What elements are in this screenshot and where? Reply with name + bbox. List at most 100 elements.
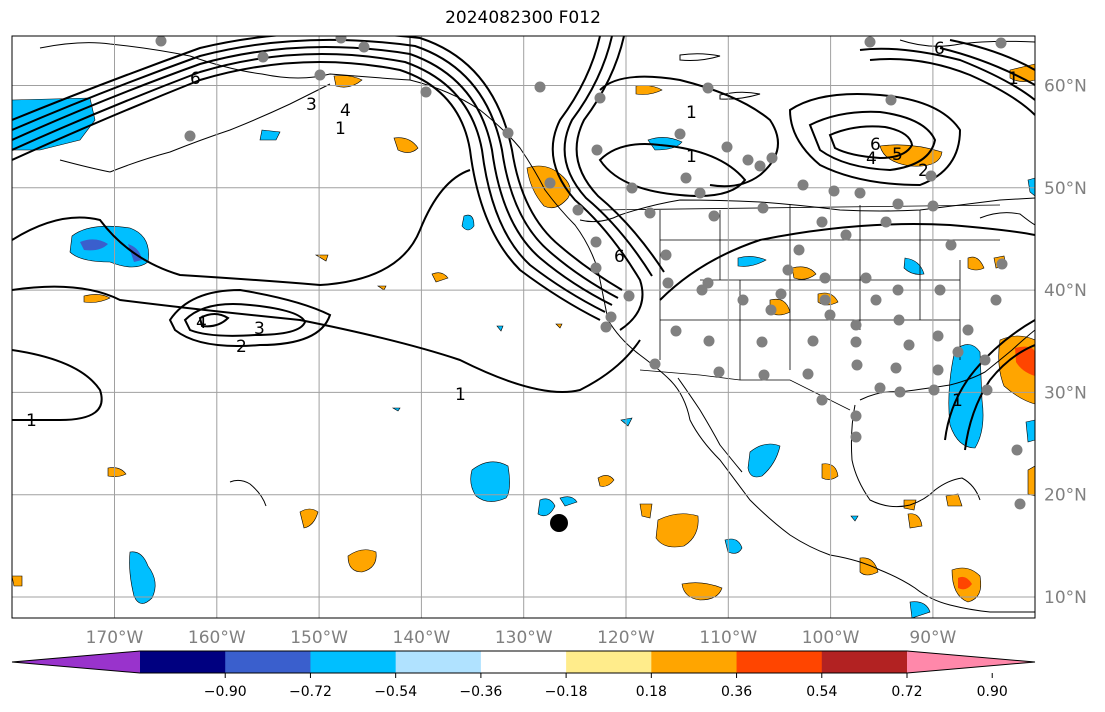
lon-tick-label-1: 160°W [188,628,246,648]
colorbar-extend-max [907,651,1035,673]
svg-text:3: 3 [254,319,265,339]
station-marker [860,272,872,284]
colorbar-tick-label-2: −0.54 [374,684,417,700]
station-marker [155,36,167,47]
station-marker [995,37,1007,49]
station-marker [864,36,876,48]
colorbar-segment-3 [310,651,397,673]
svg-text:1: 1 [455,385,466,405]
station-marker [952,346,964,358]
lon-tick-label-5: 120°W [597,628,655,648]
svg-text:1: 1 [686,103,697,123]
station-marker [932,330,944,342]
colorbar-tick-label-6: 0.36 [721,684,752,700]
station-marker [502,127,514,139]
station-marker [782,264,794,276]
station-marker [358,41,370,53]
station-marker [694,187,706,199]
lon-tick-label-8: 90°W [909,628,956,648]
station-marker [754,160,766,172]
station-marker [713,366,725,378]
station-marker [662,277,674,289]
colorbar-tick-label-0: −0.90 [204,684,247,700]
coastlines [39,36,1035,613]
station-marker [816,394,828,406]
colorbar-segment-1 [140,651,226,673]
station-marker [797,179,809,191]
station-marker [702,277,714,289]
station-marker [892,198,904,210]
station-marker [737,294,749,306]
lat-tick-label-5: 60°N [1044,77,1087,97]
station-marker [874,382,886,394]
svg-text:4: 4 [196,313,207,333]
station-marker [819,294,831,306]
longitude-axis-labels: 170°W 160°W 150°W 140°W 130°W 120°W 110°W 100°W… [86,628,957,648]
station-marker [925,170,937,182]
station-marker [703,335,715,347]
station-marker [605,311,617,323]
colorbar-tick-label-3: −0.36 [459,684,502,700]
svg-text:1: 1 [686,147,697,167]
station-marker [590,236,602,248]
station-marker [708,210,720,222]
colorbar-tick-label-5: 0.18 [636,684,667,700]
svg-text:1: 1 [335,119,346,139]
svg-text:1: 1 [1008,69,1019,89]
station-marker [816,216,828,228]
station-marker [932,364,944,376]
station-marker [1014,498,1026,510]
lat-tick-label-1: 20°N [1044,486,1087,506]
svg-text:1: 1 [26,411,37,431]
station-marker [721,141,733,153]
lat-lon-gridlines [12,36,1035,618]
station-marker [996,258,1008,270]
station-marker [742,154,754,166]
station-marker [870,294,882,306]
station-marker [757,202,769,214]
svg-text:6: 6 [934,39,945,59]
station-marker [420,86,432,98]
svg-text:1: 1 [952,391,963,411]
colorbar-segment-5 [480,651,567,673]
colorbar [11,650,1036,674]
colorbar-segment-4 [395,651,482,673]
station-marker [893,314,905,326]
svg-text:4: 4 [866,149,877,169]
station-marker [644,207,656,219]
station-marker [1011,444,1023,456]
colorbar-extend-min [12,651,140,673]
station-marker [758,369,770,381]
station-marker [756,336,768,348]
station-marker [314,69,326,81]
lat-tick-label-3: 40°N [1044,281,1087,301]
station-marker [680,172,692,184]
height-anomaly-contours [12,36,1035,451]
station-marker [892,284,904,296]
station-marker [979,354,991,366]
colorbar-tick-label-1: −0.72 [289,684,332,700]
station-marker [851,359,863,371]
station-markers [155,36,1026,510]
station-marker [894,386,906,398]
colorbar-outline [11,650,1036,674]
lon-tick-label-6: 110°W [699,628,757,648]
station-marker [702,82,714,94]
station-marker [590,262,602,274]
colorbar-tick-label-7: 0.54 [806,684,837,700]
station-marker [591,144,603,156]
station-marker [880,216,892,228]
colorbar-tick-label-8: 0.72 [891,684,922,700]
station-marker [184,130,196,142]
map-area: 1 1 1 1 1 1 1 2 2 3 3 4 4 4 5 6 6 6 6 [12,36,1035,618]
svg-text:6: 6 [190,69,201,89]
station-marker [600,321,612,333]
station-marker [945,239,957,251]
station-marker [257,51,269,63]
colorbar-segment-7 [651,651,738,673]
station-marker [981,384,993,396]
lat-tick-label-2: 30°N [1044,383,1087,403]
colorbar-tick-labels: −0.90 −0.72 −0.54 −0.36 −0.18 0.18 0.36 0.54 0.7… [204,673,1008,700]
station-marker [594,92,606,104]
svg-text:6: 6 [870,135,881,155]
